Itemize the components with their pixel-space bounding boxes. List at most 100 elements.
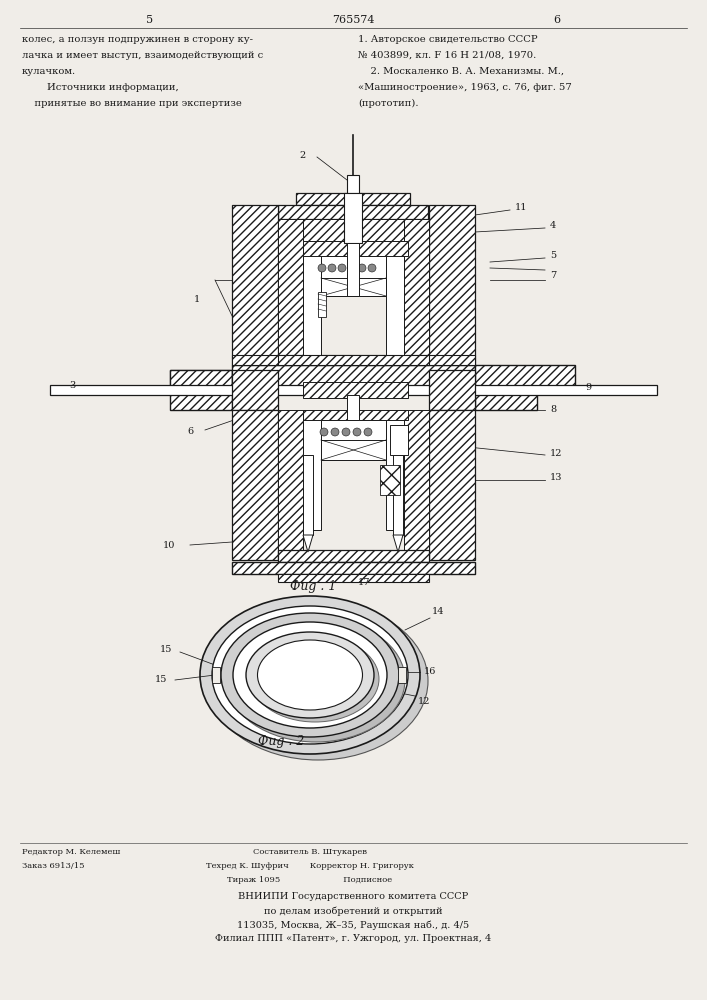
Text: Заказ 6913/15: Заказ 6913/15: [22, 862, 85, 870]
Circle shape: [338, 264, 346, 272]
Bar: [321, 278, 386, 296]
Text: 113035, Москва, Ж–35, Раушская наб., д. 4/5: 113035, Москва, Ж–35, Раушская наб., д. …: [237, 920, 469, 930]
Text: Филиал ППП «Патент», г. Ужгород, ул. Проектная, 4: Филиал ППП «Патент», г. Ужгород, ул. Про…: [215, 934, 491, 943]
Bar: [344, 193, 362, 243]
Text: 11: 11: [515, 204, 527, 213]
Circle shape: [342, 428, 350, 436]
Bar: [321, 440, 386, 460]
Text: 1: 1: [194, 296, 200, 304]
Text: 5: 5: [146, 15, 153, 25]
Circle shape: [364, 428, 372, 436]
Bar: [232, 205, 278, 365]
Bar: [170, 370, 232, 386]
Bar: [303, 241, 408, 256]
Text: 1. Авторское свидетельство СССР: 1. Авторское свидетельство СССР: [358, 35, 537, 44]
Text: 5: 5: [550, 251, 556, 260]
Bar: [278, 550, 429, 562]
Text: 9: 9: [585, 382, 591, 391]
Bar: [296, 193, 410, 205]
Text: (прототип).: (прототип).: [358, 99, 419, 108]
Text: принятые во внимание при экспертизе: принятые во внимание при экспертизе: [22, 99, 242, 108]
Circle shape: [358, 264, 366, 272]
Text: колес, а ползун подпружинен в сторону ку-: колес, а ползун подпружинен в сторону ку…: [22, 35, 253, 44]
Circle shape: [348, 264, 356, 272]
Ellipse shape: [233, 622, 387, 728]
Text: 16: 16: [424, 666, 436, 676]
Circle shape: [353, 428, 361, 436]
Bar: [404, 410, 429, 550]
Bar: [278, 205, 428, 219]
Text: 10: 10: [163, 542, 175, 550]
Text: 4: 4: [550, 222, 556, 231]
Text: ВНИИПИ Государственного комитета СССР: ВНИИПИ Государственного комитета СССР: [238, 892, 468, 901]
Ellipse shape: [200, 596, 420, 754]
Bar: [429, 370, 475, 410]
Text: 8: 8: [550, 404, 556, 414]
Bar: [398, 667, 406, 683]
Text: 14: 14: [432, 607, 445, 616]
Text: 12: 12: [550, 448, 563, 458]
Bar: [429, 205, 475, 365]
Ellipse shape: [208, 602, 428, 760]
Bar: [318, 292, 326, 317]
Bar: [347, 395, 359, 420]
Circle shape: [328, 264, 336, 272]
Bar: [212, 667, 220, 683]
Circle shape: [318, 264, 326, 272]
Text: 15: 15: [160, 646, 172, 654]
Bar: [303, 410, 408, 420]
Circle shape: [320, 428, 328, 436]
Bar: [321, 420, 386, 460]
Text: 7: 7: [550, 270, 556, 279]
Text: Фиg . 1: Фиg . 1: [290, 580, 337, 593]
Bar: [303, 410, 321, 530]
Text: 3: 3: [70, 381, 76, 390]
Text: № 403899, кл. F 16 H 21/08, 1970.: № 403899, кл. F 16 H 21/08, 1970.: [358, 51, 536, 60]
Bar: [303, 455, 313, 535]
Ellipse shape: [212, 606, 408, 744]
Bar: [278, 410, 303, 550]
Text: 765574: 765574: [332, 15, 374, 25]
Bar: [386, 241, 404, 364]
Ellipse shape: [227, 618, 405, 742]
Text: 15: 15: [155, 676, 167, 684]
Text: лачка и имеет выступ, взаимодействующий с: лачка и имеет выступ, взаимодействующий …: [22, 51, 263, 60]
Bar: [278, 355, 429, 365]
Text: Источники информации,: Источники информации,: [22, 83, 179, 92]
Bar: [429, 410, 475, 560]
Bar: [278, 219, 303, 364]
Text: 13: 13: [550, 474, 563, 483]
Bar: [232, 562, 475, 574]
Bar: [232, 410, 278, 560]
Bar: [404, 219, 429, 364]
Text: «Машиностроение», 1963, с. 76, фиг. 57: «Машиностроение», 1963, с. 76, фиг. 57: [358, 83, 572, 92]
Bar: [303, 241, 321, 364]
Bar: [50, 385, 657, 395]
Bar: [232, 370, 278, 410]
Bar: [354, 219, 404, 241]
Text: кулачком.: кулачком.: [22, 67, 76, 76]
Bar: [232, 355, 475, 365]
Circle shape: [331, 428, 339, 436]
Text: по делам изобретений и открытий: по делам изобретений и открытий: [264, 906, 443, 916]
Bar: [380, 465, 400, 495]
Bar: [303, 382, 408, 398]
Bar: [170, 370, 232, 410]
Bar: [321, 256, 386, 296]
Ellipse shape: [257, 640, 363, 710]
Bar: [475, 365, 575, 390]
Text: Редактор М. Келемеш: Редактор М. Келемеш: [22, 848, 120, 856]
Ellipse shape: [221, 613, 399, 737]
Text: Фиg . 2: Фиg . 2: [258, 735, 305, 748]
Text: 2. Москаленко В. А. Механизмы. М.,: 2. Москаленко В. А. Механизмы. М.,: [358, 67, 564, 76]
Polygon shape: [303, 535, 313, 552]
Text: 17: 17: [358, 578, 370, 587]
Bar: [475, 370, 537, 410]
Text: 2: 2: [300, 150, 306, 159]
Polygon shape: [393, 535, 403, 552]
Bar: [232, 365, 475, 390]
Bar: [303, 219, 353, 241]
Text: Техред К. Шуфрич        Корректор Н. Григорук: Техред К. Шуфрич Корректор Н. Григорук: [206, 862, 414, 870]
Bar: [347, 243, 359, 296]
Bar: [278, 574, 429, 582]
